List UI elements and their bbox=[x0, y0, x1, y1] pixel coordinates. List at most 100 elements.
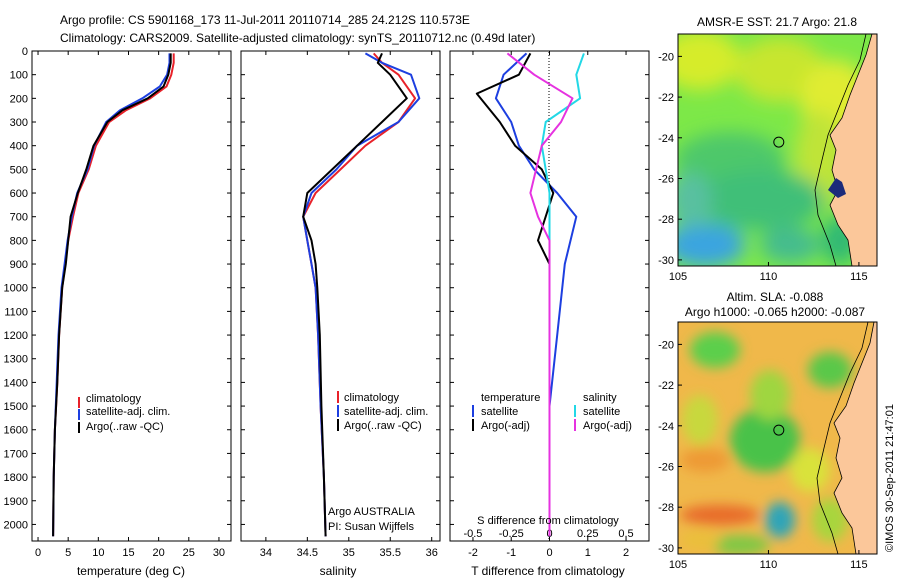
series-line-satellite-adj-clim- bbox=[302, 52, 421, 537]
salinity-xlabel: salinity bbox=[320, 564, 357, 578]
lon-tick-label: 105 bbox=[669, 559, 687, 571]
lat-tick-label: -24 bbox=[658, 133, 674, 145]
salinity-series bbox=[302, 52, 421, 537]
depth-tick-label: 700 bbox=[10, 212, 28, 224]
lat-tick-label: -20 bbox=[658, 51, 674, 63]
depth-tick-label: 1200 bbox=[4, 330, 28, 342]
temperature-xlabel: temperature (deg C) bbox=[77, 564, 185, 578]
s-tick-label: -0.25 bbox=[499, 528, 524, 540]
lon-tick-label: 115 bbox=[850, 271, 868, 283]
x-tick-label: -1 bbox=[506, 547, 516, 559]
legend-label-climatology: climatology bbox=[344, 392, 400, 404]
figure-title-line1: Argo profile: CS 5901168_173 11-Jul-2011… bbox=[60, 13, 470, 27]
depth-tick-label: 1900 bbox=[4, 496, 28, 508]
series-line-satellite bbox=[494, 52, 578, 537]
t-difference-label: T difference from climatology bbox=[471, 564, 625, 578]
depth-tick-label: 1100 bbox=[4, 306, 28, 318]
depth-tick-label: 0 bbox=[22, 46, 28, 58]
x-tick-label: 0 bbox=[35, 547, 41, 559]
salinity-panel: 34 34.5 35 35.5 36 salinity climatology sate… bbox=[240, 50, 441, 578]
landmass bbox=[829, 34, 877, 266]
s-tick-label: -0.5 bbox=[463, 528, 482, 540]
lon-tick-label: 115 bbox=[850, 559, 868, 571]
sla-map-title-1: Altim. SLA: -0.088 bbox=[727, 290, 824, 304]
argo-location-marker bbox=[773, 136, 785, 148]
lat-tick-label: -30 bbox=[658, 255, 674, 267]
depth-tick-label: 300 bbox=[10, 117, 28, 129]
depth-tick-label: 500 bbox=[10, 164, 28, 176]
depth-axis: 0 100 200 300 400 500 600 700 800 900 1000 1100 1200… bbox=[4, 46, 231, 531]
argo-location-marker bbox=[773, 424, 785, 436]
lat-tick-label: -30 bbox=[658, 543, 674, 555]
s-tick-label: 0.25 bbox=[577, 528, 598, 540]
sla-map-title-2: Argo h1000: -0.065 h2000: -0.087 bbox=[685, 305, 865, 319]
lon-tick-label: 105 bbox=[669, 271, 687, 283]
credit-timestamp: ©IMOS 30-Sep-2011 21:47:01 bbox=[884, 404, 896, 552]
legend-label-climatology: climatology bbox=[86, 393, 142, 405]
legend-title-temperature: temperature bbox=[481, 392, 540, 404]
figure-title-line2: Climatology: CARS2009. Satellite-adjuste… bbox=[60, 31, 535, 45]
depth-tick-label: 2000 bbox=[4, 519, 28, 531]
legend-label-t-argo: Argo(-adj) bbox=[481, 420, 530, 432]
depth-tick-label: 400 bbox=[10, 141, 28, 153]
temperature-series bbox=[52, 53, 175, 537]
salinity-legend: climatology satellite-adj. clim. Argo(..… bbox=[337, 391, 428, 432]
depth-contour bbox=[816, 322, 869, 554]
difference-panel: -2 -1 0 1 2 -0.5 -0.25 0 0.25 0.5 S difference f… bbox=[449, 50, 650, 578]
depth-tick-label: 1400 bbox=[4, 377, 28, 389]
depth-tick-label: 800 bbox=[10, 235, 28, 247]
x-tick-label: 0 bbox=[546, 547, 552, 559]
lat-tick-label: -26 bbox=[658, 173, 674, 185]
temperature-legend: climatology satellite-adj. clim. Argo(..… bbox=[78, 393, 170, 433]
lat-tick-label: -22 bbox=[658, 380, 674, 392]
x-tick-label: 34 bbox=[260, 547, 272, 559]
depth-tick-label: 200 bbox=[10, 93, 28, 105]
x-tick-label: 5 bbox=[65, 547, 71, 559]
float-owner: Argo AUSTRALIA bbox=[328, 506, 415, 518]
x-tick-label: 10 bbox=[92, 547, 104, 559]
legend-label-satellite: satellite-adj. clim. bbox=[344, 406, 428, 418]
x-tick-label: 30 bbox=[213, 547, 225, 559]
depth-tick-label: 1700 bbox=[4, 448, 28, 460]
depth-tick-label: 900 bbox=[10, 259, 28, 271]
shark-bay bbox=[828, 178, 846, 198]
s-difference-axis: -0.5 -0.25 0 0.25 0.5 bbox=[463, 528, 633, 540]
legend-label-s-satellite: satellite bbox=[583, 406, 620, 418]
depth-tick-label: 1500 bbox=[4, 401, 28, 413]
x-tick-label: 25 bbox=[183, 547, 195, 559]
landmass bbox=[833, 322, 877, 554]
legend-label-t-satellite: satellite bbox=[481, 406, 518, 418]
legend-label-satellite: satellite-adj. clim. bbox=[86, 406, 170, 418]
legend-label-s-argo: Argo(-adj) bbox=[583, 420, 632, 432]
x-tick-label: 35 bbox=[343, 547, 355, 559]
sst-map: AMSR-E SST: 21.7 Argo: 21.8 105 110 115 -20… bbox=[658, 15, 878, 283]
depth-contour bbox=[814, 34, 867, 266]
lon-tick-label: 110 bbox=[760, 559, 778, 571]
x-tick-label: 1 bbox=[585, 547, 591, 559]
depth-tick-label: 600 bbox=[10, 188, 28, 200]
sla-map-frame bbox=[677, 321, 878, 555]
legend-label-argo: Argo(..raw -QC) bbox=[344, 420, 422, 432]
sla-map-axes: 105 110 115 -20 -22 -24 -26 -28 -30 bbox=[658, 339, 868, 571]
series-line-argo-adj- bbox=[506, 52, 574, 537]
s-tick-label: 0.5 bbox=[618, 528, 633, 540]
x-tick-label: 15 bbox=[122, 547, 134, 559]
lat-tick-label: -26 bbox=[658, 461, 674, 473]
x-tick-label: -2 bbox=[468, 547, 478, 559]
depth-tick-label: 1600 bbox=[4, 425, 28, 437]
x-tick-label: 20 bbox=[153, 547, 165, 559]
sla-map: Altim. SLA: -0.088 Argo h1000: -0.065 h2… bbox=[658, 290, 878, 571]
sst-field bbox=[678, 34, 877, 266]
depth-tick-label: 100 bbox=[10, 70, 28, 82]
x-tick-label: 36 bbox=[426, 547, 438, 559]
s-difference-label: S difference from climatology bbox=[477, 515, 619, 527]
lon-tick-label: 110 bbox=[760, 271, 778, 283]
temperature-axis: 0 5 10 15 20 25 30 bbox=[35, 51, 225, 559]
sst-map-title: AMSR-E SST: 21.7 Argo: 21.8 bbox=[697, 15, 857, 29]
float-pi: PI: Susan Wijffels bbox=[328, 521, 414, 533]
salinity-depth-ticks bbox=[241, 50, 440, 525]
x-tick-label: 35.5 bbox=[380, 547, 401, 559]
lat-tick-label: -24 bbox=[658, 421, 674, 433]
difference-depth-ticks bbox=[450, 50, 649, 525]
